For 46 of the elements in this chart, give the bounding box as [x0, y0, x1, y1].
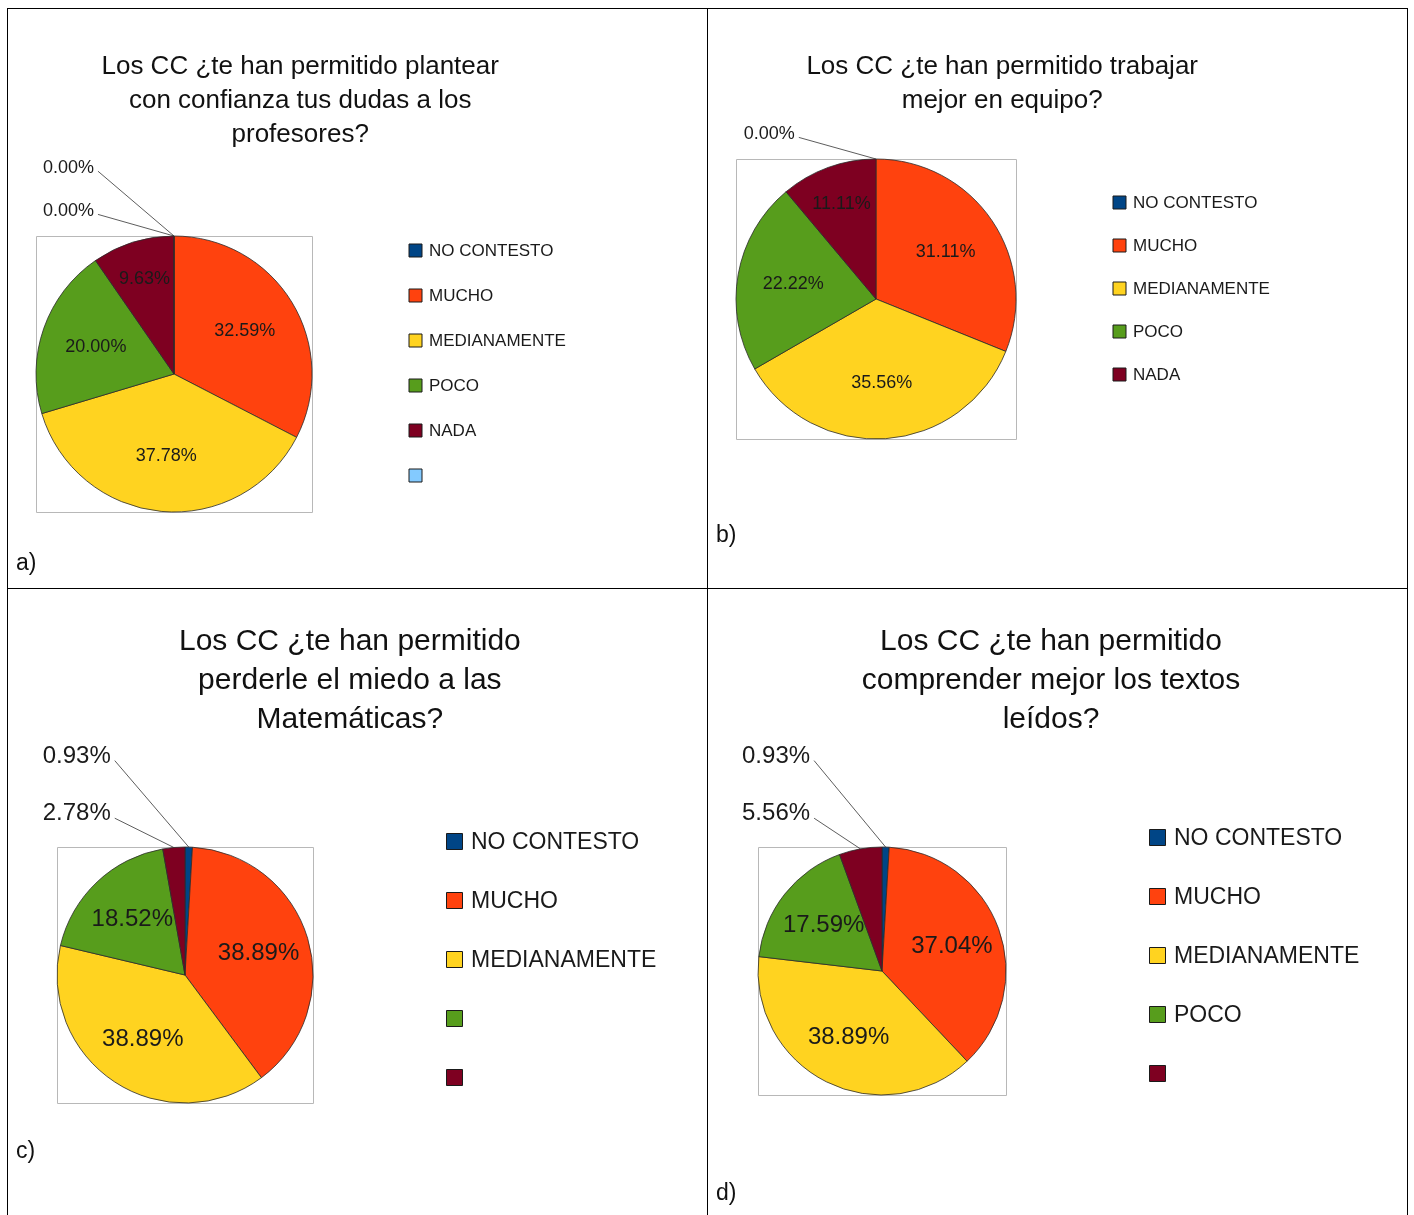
data-label: 18.52%: [91, 904, 173, 932]
data-label: 0.93%: [742, 740, 811, 768]
text: b): [716, 521, 737, 549]
text: 0.00%: [42, 199, 94, 220]
legend-label: NO CONTESTO: [429, 240, 554, 260]
legend-label: POCO: [1133, 321, 1184, 341]
data-label: 20.00%: [65, 335, 127, 356]
data-label: 0.93%: [42, 740, 111, 768]
data-label: 38.89%: [217, 937, 300, 965]
legend-label: NO CONTESTO: [471, 827, 640, 854]
text: 0.00%: [743, 122, 795, 143]
data-label: 37.78%: [135, 445, 197, 466]
data-label: 32.59%: [214, 319, 276, 340]
data-label: 31.11%: [915, 241, 976, 262]
chart-title: Los CC ¿te han permitido plantear con confianza tus dudas a los profesores?: [101, 50, 500, 148]
text: c): [16, 1137, 36, 1165]
data-label: 38.89%: [807, 1022, 890, 1050]
chart-title: Los CC ¿te han permitido trabajar mejor en equipo?: [806, 50, 1199, 114]
chart-title: Los CC ¿te han permitido perderle el miedo a las Matemáticas?: [178, 622, 521, 734]
legend-label: MEDIANAMENTE: [471, 945, 657, 972]
legend-label: MEDIANAMENTE: [1174, 941, 1360, 968]
data-label: 5.56%: [742, 798, 811, 826]
data-label: 17.59%: [782, 909, 865, 937]
chart-title: Los CC ¿te han permitido comprender mejor los textos leídos?: [861, 622, 1241, 734]
legend-label: MEDIANAMENTE: [1133, 278, 1270, 298]
data-label: 22.22%: [762, 273, 824, 294]
legend-label: MUCHO: [1174, 882, 1261, 909]
data-label: 38.89%: [102, 1024, 184, 1052]
legend-label: NADA: [429, 420, 477, 440]
legend-label: NO CONTESTO: [1174, 823, 1343, 850]
legend-label: MUCHO: [1133, 235, 1198, 255]
data-label: 35.56%: [851, 371, 913, 392]
legend-label: NO CONTESTO: [1133, 192, 1258, 212]
data-label: 37.04%: [911, 930, 993, 958]
text: a): [16, 549, 37, 577]
legend-label: MUCHO: [429, 285, 494, 305]
legend-label: NADA: [1133, 364, 1181, 384]
data-label: 9.63%: [118, 268, 170, 289]
text: d): [716, 1179, 737, 1207]
legend-label: POCO: [429, 375, 480, 395]
legend-label: MUCHO: [471, 886, 558, 913]
data-label: 11.11%: [812, 193, 871, 214]
legend-label: MEDIANAMENTE: [429, 330, 566, 350]
text: 0.00%: [42, 156, 94, 177]
legend-label: POCO: [1174, 1000, 1242, 1027]
data-label: 2.78%: [42, 798, 111, 826]
